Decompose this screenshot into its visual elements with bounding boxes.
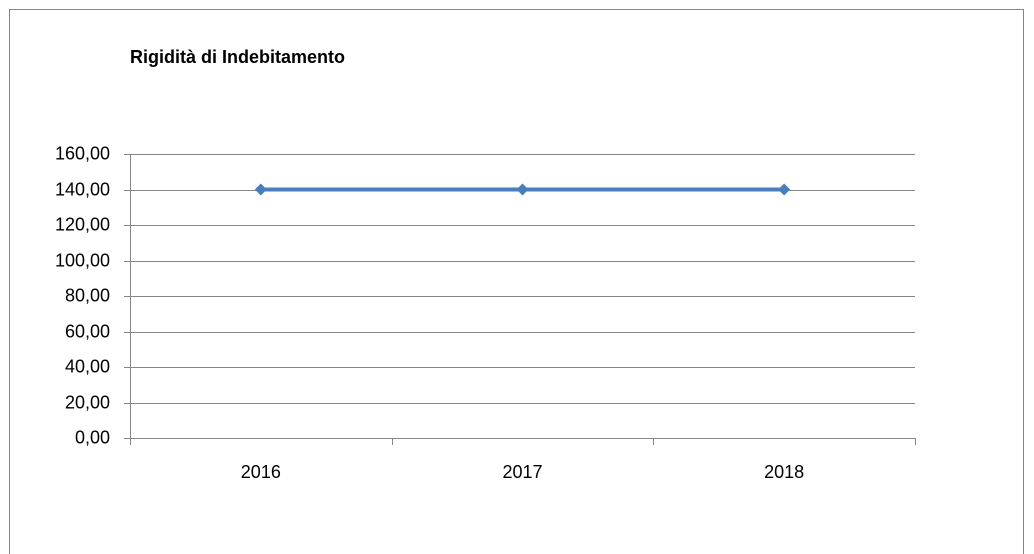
point-marker: [254, 183, 267, 196]
point-marker: [778, 183, 791, 196]
chart-title: Rigidità di Indebitamento: [130, 47, 345, 67]
y-tick-label: 20,00: [65, 392, 110, 412]
y-tick-label: 80,00: [65, 285, 110, 305]
x-tick-label: 2018: [764, 462, 804, 482]
x-tick-label: 2017: [502, 462, 542, 482]
y-tick-label: 100,00: [55, 250, 110, 270]
chart-frame: [9, 9, 1024, 554]
y-tick-label: 40,00: [65, 356, 110, 376]
point-marker: [516, 183, 529, 196]
x-tick-label: 2016: [241, 462, 281, 482]
y-tick-label: 120,00: [55, 214, 110, 234]
y-tick-label: 160,00: [55, 143, 110, 163]
y-tick-label: 60,00: [65, 321, 110, 341]
y-tick-label: 0,00: [75, 427, 110, 447]
y-tick-label: 140,00: [55, 179, 110, 199]
